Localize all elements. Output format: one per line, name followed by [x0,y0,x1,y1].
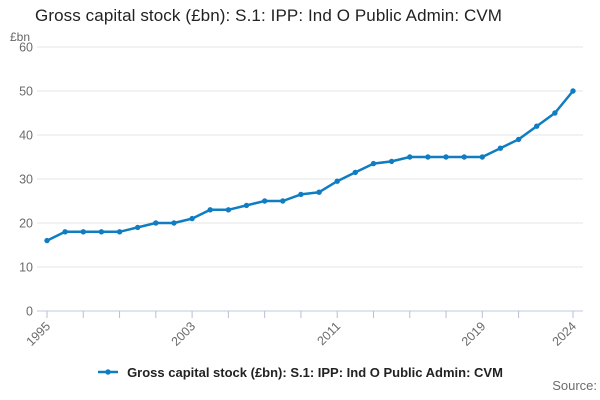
y-tick-label: 40 [19,129,33,143]
data-point[interactable] [116,229,123,235]
y-tick-label: 20 [19,217,33,231]
data-point[interactable] [44,237,50,244]
data-point[interactable] [407,154,413,160]
y-tick-label: 0 [26,305,33,319]
legend-label: Gross capital stock (£bn): S.1: IPP: Ind… [127,364,503,380]
data-point[interactable] [534,123,540,129]
data-point[interactable] [207,207,213,213]
data-line[interactable] [45,89,575,242]
data-point[interactable] [425,154,431,160]
data-point[interactable] [370,160,377,167]
y-tick-label: 50 [19,85,33,99]
data-point[interactable] [352,169,358,176]
data-point[interactable] [298,191,304,198]
data-point[interactable] [461,154,467,160]
x-tick-label: 2011 [314,319,343,348]
legend: Gross capital stock (£bn): S.1: IPP: Ind… [0,362,600,382]
data-point[interactable] [243,202,250,209]
data-point[interactable] [316,189,322,195]
x-tick-label: 2003 [169,319,199,349]
legend-item[interactable]: Gross capital stock (£bn): S.1: IPP: Ind… [97,365,503,380]
source-label: Source: [552,378,597,393]
data-point[interactable] [171,220,177,226]
data-point[interactable] [515,136,522,143]
data-point[interactable] [62,229,68,235]
data-point[interactable] [225,207,232,213]
data-point[interactable] [280,198,286,204]
data-point[interactable] [98,229,105,235]
line-dot-icon [98,369,119,375]
data-point[interactable] [153,220,159,226]
data-point[interactable] [552,110,558,116]
data-point[interactable] [479,154,485,160]
data-point[interactable] [135,224,141,231]
y-tick-label: 60 [19,41,33,55]
x-tick-label: 2019 [459,319,489,349]
y-tick-label: 10 [19,261,33,275]
data-point[interactable] [570,88,576,94]
y-tick-label: 30 [19,173,33,187]
data-point[interactable] [388,158,395,165]
data-point[interactable] [189,215,195,222]
legend-dot [105,369,111,375]
x-tick-label: 1995 [24,319,54,349]
data-point[interactable] [80,229,87,235]
chart-title: Gross capital stock (£bn): S.1: IPP: Ind… [35,6,503,25]
data-point[interactable] [262,198,268,204]
x-tick-label: 2024 [550,319,580,349]
data-point[interactable] [334,178,340,184]
y-axis-unit-label: £bn [10,30,31,44]
data-point[interactable] [497,145,504,151]
data-point[interactable] [443,154,449,160]
